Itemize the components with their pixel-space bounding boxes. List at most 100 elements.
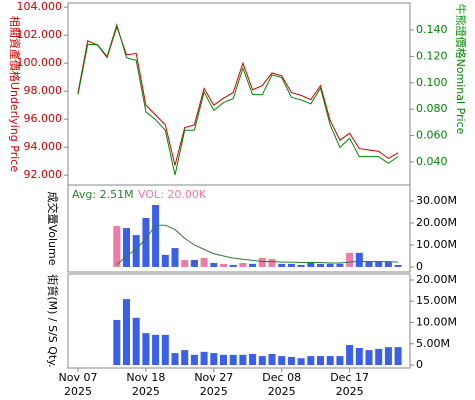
x-tick-year: 2025: [64, 385, 92, 398]
x-tick-year: 2025: [200, 385, 228, 398]
bar: [336, 356, 344, 366]
bar: [287, 356, 295, 366]
y-tick-label: 5.00M: [416, 337, 450, 350]
bar: [181, 259, 189, 267]
bar: [132, 317, 140, 366]
y-axis-label: 街貨(M) / S/S Qty.: [46, 274, 60, 367]
bar: [278, 356, 286, 366]
y-tick-label: 0: [416, 358, 423, 371]
bar: [365, 261, 373, 267]
x-tick-label: Nov 07: [59, 371, 98, 384]
price-line: [77, 25, 399, 166]
bar: [229, 264, 237, 267]
y-tick-label: 102.000: [17, 28, 63, 41]
bar: [384, 261, 392, 267]
price-line: [77, 23, 399, 176]
y-axis-label: 成交量Volume: [46, 192, 60, 266]
y2-tick-label: 0.140: [416, 23, 448, 36]
bar: [297, 358, 305, 366]
bar: [375, 261, 383, 267]
y-axis-label: 相關資產價格Underlying Price: [8, 16, 22, 172]
x-tick-year: 2025: [268, 385, 296, 398]
bar: [113, 226, 121, 267]
bar: [210, 353, 218, 366]
x-tick-year: 2025: [336, 385, 364, 398]
y-tick-label: 0: [416, 260, 423, 273]
x-tick-label: Dec 08: [262, 371, 301, 384]
bar: [258, 356, 266, 366]
bar: [394, 264, 402, 267]
y2-tick-label: 0.040: [416, 155, 448, 168]
bar: [365, 350, 373, 366]
y-tick-label: 15.00M: [416, 294, 457, 307]
bar: [346, 252, 354, 267]
bar: [346, 345, 354, 366]
bar: [239, 354, 247, 366]
bar: [307, 356, 315, 366]
bar: [297, 264, 305, 267]
y-tick-label: 20.00M: [416, 273, 457, 286]
bar: [326, 356, 334, 366]
x-tick-year: 2025: [132, 385, 160, 398]
bar: [336, 263, 344, 267]
y-tick-label: 30.00M: [416, 194, 457, 207]
y2-tick-label: 0.120: [416, 49, 448, 62]
y2-tick-label: 0.060: [416, 129, 448, 142]
bar: [190, 259, 198, 267]
y-tick-label: 104.000: [17, 0, 63, 13]
average-line: [116, 224, 399, 266]
bar: [278, 263, 286, 267]
annotation: Avg: 2.51M: [72, 188, 134, 201]
bar: [123, 228, 130, 267]
bar: [355, 252, 363, 267]
x-tick-label: Dec 17: [330, 371, 369, 384]
bar: [268, 353, 276, 366]
bar: [132, 235, 140, 267]
y-tick-label: 94.000: [24, 140, 63, 153]
bar: [258, 257, 266, 267]
bar: [142, 333, 150, 366]
x-tick-label: Nov 18: [126, 371, 165, 384]
bar: [249, 353, 257, 366]
y-tick-label: 98.000: [24, 84, 63, 97]
bar: [394, 347, 402, 366]
bar: [268, 259, 276, 267]
bar: [307, 261, 315, 267]
bar: [249, 263, 257, 267]
bar: [287, 263, 295, 267]
y-tick-label: 10.00M: [416, 315, 457, 328]
y-tick-label: 92.000: [24, 168, 63, 181]
bar: [220, 263, 227, 267]
bar: [171, 353, 179, 366]
bar: [210, 262, 218, 267]
bar: [152, 204, 160, 267]
bar: [142, 217, 150, 267]
y-tick-label: 10.00M: [416, 238, 457, 251]
bar: [152, 334, 160, 366]
bar: [355, 348, 363, 366]
bar: [200, 257, 208, 267]
bar: [239, 262, 247, 267]
bar: [229, 354, 237, 366]
bar: [220, 354, 227, 366]
bar: [181, 350, 189, 366]
y-tick-label: 96.000: [24, 112, 63, 125]
y2-tick-label: 0.100: [416, 76, 448, 89]
x-tick-label: Nov 27: [194, 371, 233, 384]
bar: [317, 356, 324, 366]
plot-frame: [67, 273, 411, 369]
y2-axis-label: 牛熊證價格Nominal Price: [454, 4, 468, 135]
bar: [384, 347, 392, 366]
bar: [113, 319, 121, 366]
bar: [190, 354, 198, 366]
bar: [317, 263, 324, 267]
annotation: VOL: 20.00K: [138, 188, 207, 201]
bar: [161, 254, 169, 267]
bar: [326, 263, 334, 267]
y2-tick-label: 0.080: [416, 102, 448, 115]
y-tick-label: 20.00M: [416, 216, 457, 229]
plot-frame: [67, 184, 411, 273]
bar: [200, 351, 208, 366]
plot-frame: [67, 2, 411, 186]
